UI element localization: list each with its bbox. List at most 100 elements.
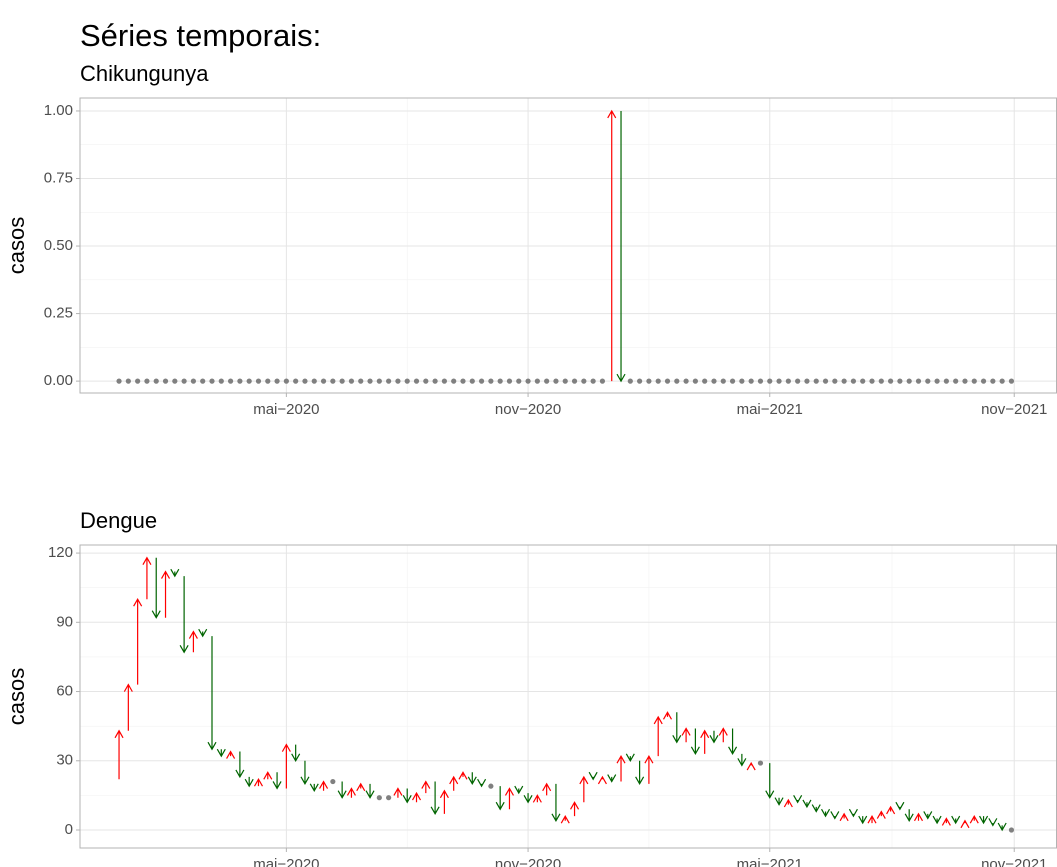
flat-point	[795, 378, 801, 384]
flat-point	[553, 378, 559, 384]
up-arrow	[839, 812, 849, 822]
flat-point	[990, 378, 996, 384]
flat-point	[246, 378, 252, 384]
flat-point	[925, 378, 931, 384]
down-arrow	[309, 783, 319, 792]
x-tick-label: nov−2021	[981, 856, 1047, 867]
down-arrow	[300, 760, 310, 786]
flat-point	[646, 378, 652, 384]
down-arrow	[997, 822, 1007, 832]
flat-point	[562, 378, 568, 384]
flat-point	[330, 378, 336, 384]
up-arrow	[393, 787, 403, 798]
flat-point	[850, 378, 857, 384]
y-tick-label: 120	[48, 544, 73, 561]
flat-point	[748, 378, 754, 384]
x-tick-label: mai−2021	[737, 401, 803, 418]
flat-point	[293, 378, 299, 384]
flat-point	[237, 378, 243, 384]
up-arrow	[449, 775, 459, 791]
down-arrow	[170, 568, 180, 578]
up-arrow	[718, 727, 728, 743]
up-arrow	[876, 810, 886, 819]
up-arrow	[681, 727, 691, 743]
flat-point	[153, 378, 159, 384]
down-arrow	[402, 788, 412, 804]
up-arrow	[746, 761, 756, 771]
down-arrow	[858, 815, 868, 825]
down-arrow	[709, 730, 719, 744]
flat-point	[813, 378, 819, 384]
flat-point	[469, 378, 475, 384]
flat-point	[757, 760, 764, 766]
flat-point	[720, 378, 726, 384]
flat-point	[451, 378, 457, 384]
down-arrow	[151, 557, 161, 619]
flat-point	[702, 378, 708, 384]
up-arrow	[188, 630, 198, 653]
flat-point	[488, 378, 494, 384]
y-tick-label: 60	[56, 683, 73, 700]
up-arrow	[653, 715, 663, 757]
up-arrow	[346, 787, 356, 798]
up-arrow	[913, 812, 924, 822]
flat-point	[571, 378, 578, 384]
down-arrow	[291, 744, 301, 762]
down-arrow	[895, 801, 905, 811]
flat-point	[869, 378, 875, 384]
flat-point	[906, 378, 912, 384]
down-arrow	[523, 793, 533, 804]
down-arrow	[365, 783, 375, 799]
flat-point	[897, 378, 903, 384]
flat-point	[767, 378, 773, 384]
down-arrow	[635, 760, 645, 786]
flat-point	[172, 378, 178, 384]
flat-point	[478, 378, 485, 384]
flat-point	[283, 378, 289, 384]
x-tick-label: nov−2020	[495, 856, 561, 867]
flat-point	[1008, 378, 1015, 384]
down-arrow	[923, 811, 933, 820]
flat-point	[599, 378, 606, 384]
down-arrow	[932, 815, 942, 825]
y-tick-label: 1.00	[44, 102, 73, 119]
chart-title: Chikungunya	[80, 61, 209, 86]
flat-point	[255, 378, 262, 384]
down-arrow	[979, 815, 989, 825]
flat-point	[367, 378, 373, 384]
flat-point	[915, 378, 922, 384]
flat-point	[302, 378, 308, 384]
up-arrow	[616, 754, 626, 782]
flat-point	[274, 378, 280, 384]
flat-point	[999, 378, 1005, 384]
down-arrow	[244, 776, 254, 788]
down-arrow	[495, 786, 505, 811]
flat-point	[692, 378, 698, 384]
x-tick-label: mai−2020	[253, 401, 319, 418]
down-arrow	[830, 811, 840, 820]
flat-point	[135, 378, 141, 384]
flat-point	[200, 378, 206, 384]
panel-border	[79, 97, 1057, 394]
down-arrow	[672, 712, 682, 744]
up-arrow	[356, 782, 366, 792]
flat-point	[739, 378, 745, 384]
down-arrow	[588, 771, 598, 781]
flat-point	[330, 778, 336, 785]
up-arrow	[886, 805, 896, 815]
flat-point	[144, 378, 150, 384]
down-arrow	[811, 804, 821, 813]
flat-point	[358, 378, 364, 384]
y-tick-label: 0.75	[44, 169, 73, 186]
flat-point	[637, 378, 643, 384]
down-arrow	[988, 818, 998, 827]
down-arrow	[272, 772, 282, 790]
down-arrow	[737, 753, 747, 767]
down-arrow	[216, 748, 226, 758]
up-arrow	[662, 711, 673, 720]
flat-point	[841, 378, 847, 384]
up-arrow	[458, 771, 468, 780]
flat-point	[404, 378, 410, 384]
flat-point	[943, 378, 949, 384]
